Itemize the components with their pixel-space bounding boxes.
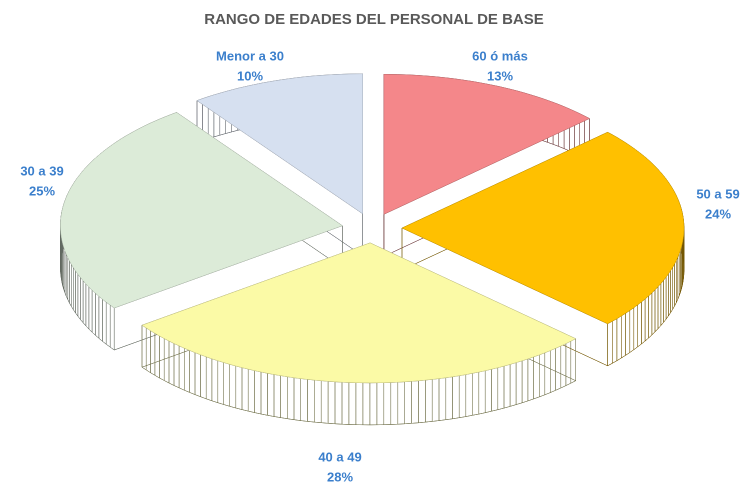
slice [401, 131, 685, 325]
slice-label: Menor a 30 [216, 48, 284, 63]
slice-value-label: 13% [487, 68, 513, 83]
slice [141, 242, 577, 384]
slice-label: 30 a 39 [20, 163, 63, 178]
chart-title: RANGO DE EDADES DEL PERSONAL DE BASE [204, 11, 544, 28]
slice-label: 50 a 59 [696, 186, 739, 201]
slice-value-label: 24% [705, 206, 731, 221]
slice [60, 112, 343, 309]
slice-value-label: 10% [237, 68, 263, 83]
slice [383, 74, 591, 215]
slice [196, 73, 363, 215]
slice-label: 40 a 49 [318, 449, 361, 464]
slice-value-label: 28% [327, 469, 353, 484]
slice-label: 60 ó más [472, 48, 528, 63]
slice-value-label: 25% [29, 183, 55, 198]
